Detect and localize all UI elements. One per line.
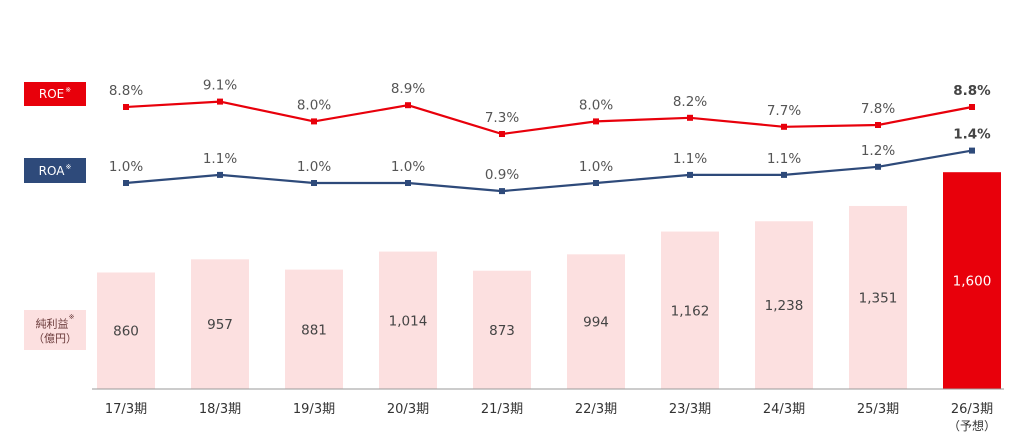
bar-value-label: 873 xyxy=(489,323,515,339)
roa-value-label: 0.9% xyxy=(485,167,519,183)
roa-line xyxy=(125,149,973,193)
roe-marker xyxy=(593,118,599,125)
bar-value-label: 1,238 xyxy=(765,298,804,314)
x-tick-note: （予想） xyxy=(948,418,996,433)
legend-roa-label: ROA xyxy=(38,163,65,178)
bar-net-income xyxy=(285,269,343,389)
bar-net-income xyxy=(755,221,813,389)
x-tick-label: 21/3期 xyxy=(481,402,523,417)
roe-value-label: 8.8% xyxy=(109,83,143,99)
roa-value-label: 1.1% xyxy=(673,151,707,167)
roe-marker xyxy=(217,98,223,105)
bar-net-income xyxy=(567,254,625,389)
x-tick-label: 26/3期 xyxy=(951,402,993,417)
bar-net-income xyxy=(191,259,249,389)
roa-marker xyxy=(123,180,129,186)
roa-value-label: 1.0% xyxy=(297,159,331,175)
x-ticks-layer: 17/3期 18/3期 19/3期 20/3期 21/3期 22/3期 23/3期 24/3期… xyxy=(105,402,996,433)
roa-marker xyxy=(499,188,505,195)
roa-value-label: 1.0% xyxy=(579,159,613,175)
x-tick-label: 18/3期 xyxy=(199,402,241,417)
bars-layer xyxy=(97,172,1001,389)
roe-marker xyxy=(969,104,975,110)
legend-roe-label: ROE xyxy=(38,87,65,101)
x-tick-label: 22/3期 xyxy=(575,402,617,417)
legend-net-income-label: 純利益 xyxy=(35,317,69,331)
bar-net-income xyxy=(849,205,907,389)
roa-value-label: 1.0% xyxy=(109,159,143,175)
bar-value-label: 1,351 xyxy=(859,290,898,306)
bar-net-income xyxy=(379,251,437,389)
roa-marker xyxy=(969,147,975,154)
roa-marker xyxy=(875,163,881,170)
lines-layer xyxy=(123,98,975,195)
bar-value-label: 1,162 xyxy=(671,303,710,319)
bar-net-income xyxy=(473,270,531,389)
legend-roa-note: ※ xyxy=(65,162,72,171)
labels-layer: 860 957 881 1,014 873 994 1,162 1,238 1,351 1,600… xyxy=(109,78,991,340)
roe-value-label: 7.3% xyxy=(485,110,519,126)
legend-roe-note: ※ xyxy=(65,86,72,94)
x-tick-label: 20/3期 xyxy=(387,402,429,417)
roa-marker xyxy=(217,171,223,178)
roe-value-label: 9.1% xyxy=(203,78,237,94)
roe-value-label: 8.0% xyxy=(579,97,613,113)
x-tick-label: 24/3期 xyxy=(763,402,805,417)
roa-marker xyxy=(405,180,411,186)
bar-net-income xyxy=(97,272,155,389)
bar-net-income xyxy=(661,231,719,389)
roa-marker xyxy=(593,180,599,186)
roe-marker xyxy=(499,131,505,137)
bar-value-label: 1,014 xyxy=(389,313,428,329)
legend-net-income-note: ※ xyxy=(68,313,75,322)
roe-marker xyxy=(311,118,317,125)
roa-value-label: 1.1% xyxy=(767,151,801,167)
legend-net-income-unit: （億円） xyxy=(33,331,77,345)
roe-marker xyxy=(405,102,411,109)
legend-roe: ROE ※ xyxy=(24,82,86,106)
roe-value-label: 7.8% xyxy=(861,101,895,117)
legend-roa: ROA ※ xyxy=(24,158,86,183)
roe-marker xyxy=(123,104,129,110)
x-tick-label: 23/3期 xyxy=(669,402,711,417)
roe-value-label: 8.8% xyxy=(953,83,991,99)
roa-value-label: 1.0% xyxy=(391,159,425,175)
roe-value-label: 8.2% xyxy=(673,94,707,110)
roe-value-label: 8.9% xyxy=(391,81,425,97)
x-tick-label: 25/3期 xyxy=(857,402,899,417)
roe-value-label: 8.0% xyxy=(297,97,331,113)
bar-value-label: 860 xyxy=(113,324,139,340)
roe-marker xyxy=(687,114,693,121)
roa-value-label: 1.1% xyxy=(203,151,237,167)
roe-marker xyxy=(781,123,787,130)
roa-marker xyxy=(781,171,787,178)
x-tick-label: 19/3期 xyxy=(293,402,335,417)
roe-line xyxy=(125,100,973,136)
x-tick-label: 17/3期 xyxy=(105,402,147,417)
bar-value-label: 1,600 xyxy=(953,274,992,290)
roa-value-label: 1.2% xyxy=(861,143,895,159)
bar-value-label: 881 xyxy=(301,322,327,338)
legend-net-income: 純利益※ （億円） xyxy=(24,310,86,350)
bar-value-label: 994 xyxy=(583,315,609,331)
roa-marker xyxy=(311,180,317,186)
bar-net-income xyxy=(943,172,1001,389)
roa-marker xyxy=(687,171,693,178)
roe-value-label: 7.7% xyxy=(767,103,801,119)
bar-value-label: 957 xyxy=(207,317,233,333)
roe-marker xyxy=(875,122,881,128)
roa-value-label: 1.4% xyxy=(953,127,991,143)
